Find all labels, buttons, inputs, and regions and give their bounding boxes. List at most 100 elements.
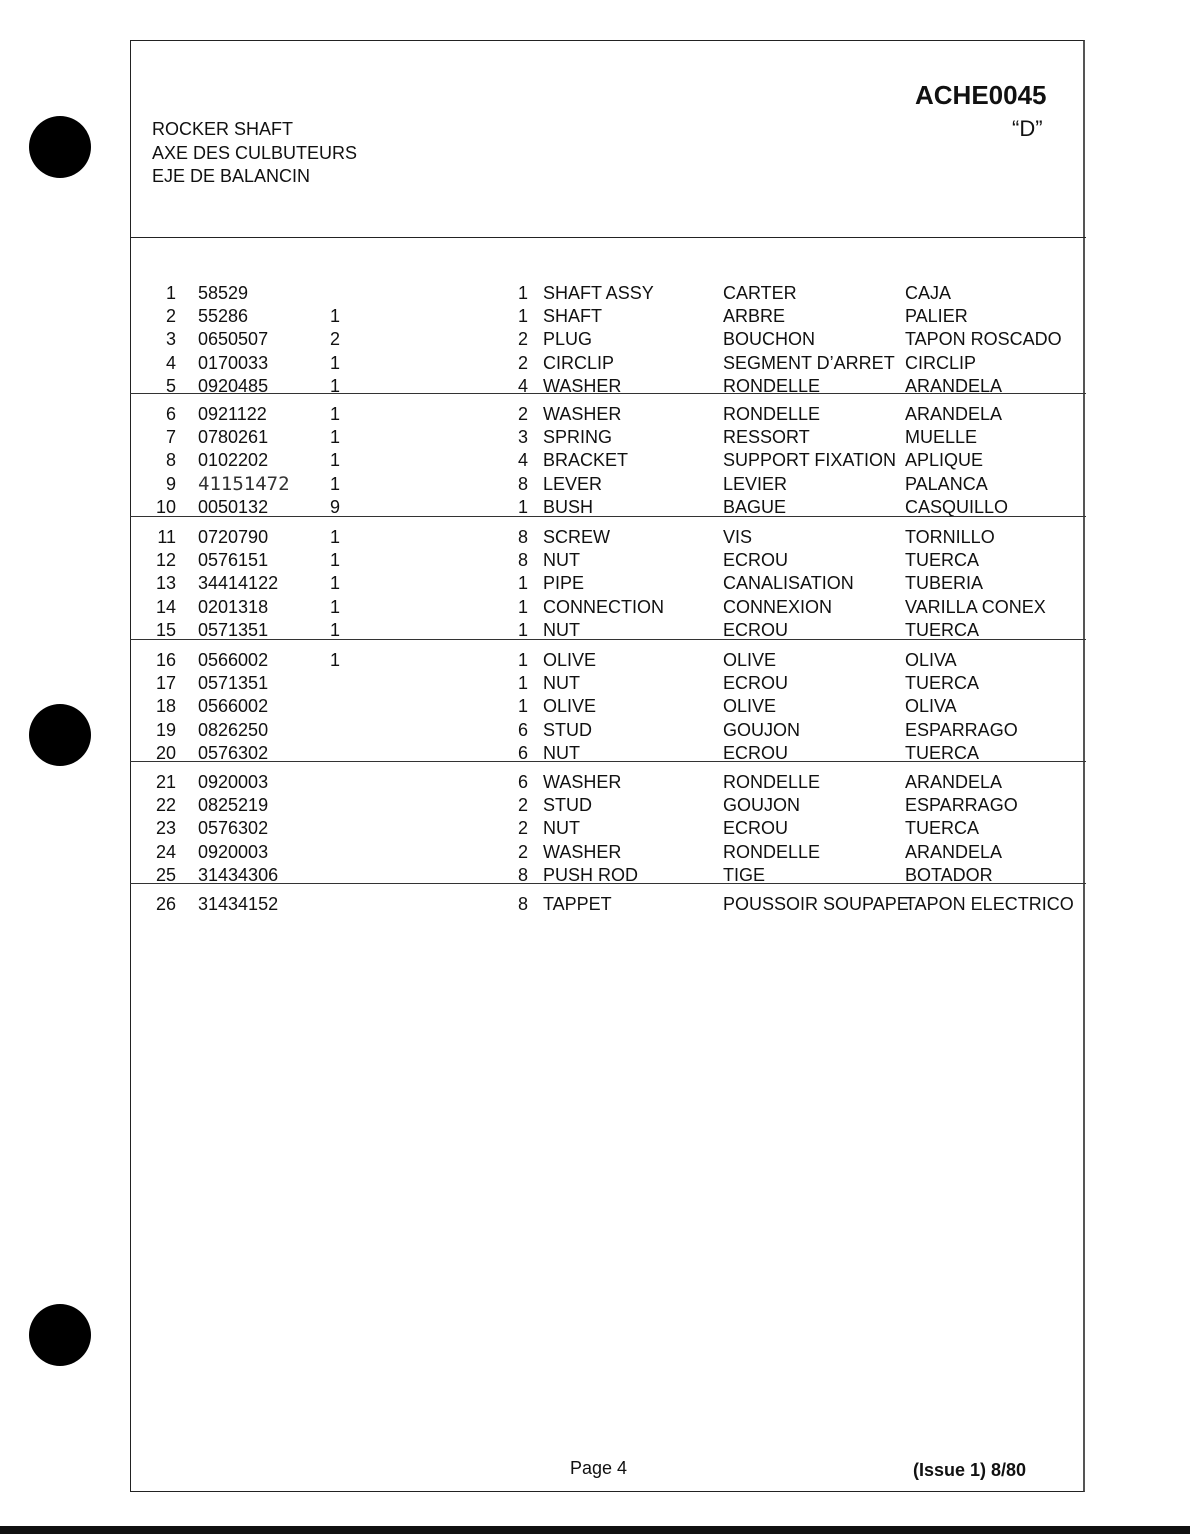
cell-part: 0201318 — [198, 596, 269, 617]
cell-q1: 2 — [330, 329, 341, 350]
cell-en: NUT — [543, 619, 580, 640]
cell-en: WASHER — [543, 375, 622, 396]
cell-num: 25 — [155, 864, 176, 885]
cell-q2: 4 — [517, 450, 528, 471]
cell-q2: 1 — [517, 673, 528, 694]
group-separator — [130, 639, 1086, 640]
cell-es: CAJA — [905, 283, 952, 303]
cell-es: ARANDELA — [905, 772, 1003, 792]
cell-num: 14 — [155, 596, 176, 617]
cell-en: NUT — [543, 818, 580, 839]
cell-fr: BAGUE — [723, 496, 787, 517]
cell-fr: RESSORT — [723, 427, 810, 448]
cell-es: OLIVA — [905, 650, 957, 670]
cell-num: 11 — [157, 527, 176, 547]
cell-fr: SUPPORT FIXATION — [723, 450, 897, 471]
cell-fr: POUSSOIR SOUPAPE — [723, 894, 909, 914]
cell-fr: BOUCHON — [723, 329, 816, 350]
cell-fr: CANALISATION — [723, 573, 854, 594]
cell-part: 0566002 — [198, 650, 269, 670]
cell-num: 7 — [165, 427, 176, 448]
cell-part: 0720790 — [198, 527, 269, 547]
cell-fr: RONDELLE — [723, 404, 821, 424]
cell-q2: 2 — [517, 404, 528, 424]
cell-en: NUT — [543, 550, 580, 571]
cell-es: ARANDELA — [905, 841, 1003, 862]
cell-q1: 1 — [330, 375, 341, 396]
variant-label: “D” — [1012, 116, 1043, 141]
cell-q2: 3 — [517, 427, 528, 448]
cell-fr: ECROU — [723, 550, 789, 571]
cell-num: 23 — [155, 818, 176, 839]
punch-hole-icon — [29, 116, 91, 178]
cell-es: OLIVA — [905, 696, 957, 717]
cell-en: BUSH — [543, 496, 594, 517]
cell-num: 10 — [155, 496, 176, 517]
cell-q2: 1 — [517, 650, 528, 670]
cell-en: STUD — [543, 719, 592, 740]
cell-q2: 1 — [517, 496, 528, 517]
cell-num: 4 — [165, 352, 176, 373]
cell-q2: 1 — [517, 306, 528, 327]
cell-q2: 8 — [517, 864, 528, 885]
cell-num: 2 — [165, 306, 176, 327]
cell-part: 0576151 — [198, 550, 269, 571]
cell-q2: 8 — [517, 894, 528, 914]
cell-en: SHAFT ASSY — [543, 283, 654, 303]
cell-part: 0102202 — [198, 450, 269, 471]
cell-q2: 8 — [517, 527, 528, 547]
cell-en: NUT — [543, 673, 580, 694]
issue-date: (Issue 1) 8/80 — [913, 1460, 1027, 1480]
cell-num: 20 — [155, 742, 176, 763]
cell-es: TAPON ROSCADO — [905, 329, 1062, 350]
cell-num: 18 — [155, 696, 176, 717]
cell-en: SPRING — [543, 427, 613, 448]
cell-part: 0825219 — [198, 795, 269, 816]
cell-part: 0050132 — [198, 496, 269, 517]
cell-part: 31434152 — [198, 894, 279, 914]
cell-es: TUERCA — [905, 619, 980, 640]
cell-part: 0576302 — [198, 742, 269, 763]
punch-hole-icon — [29, 704, 91, 766]
cell-fr: OLIVE — [723, 650, 777, 670]
title-english: ROCKER SHAFT — [152, 119, 294, 139]
cell-part: 31434306 — [198, 864, 279, 885]
cell-fr: GOUJON — [723, 795, 801, 816]
cell-part: 0780261 — [198, 427, 269, 448]
cell-part: 41151472 — [198, 472, 290, 495]
page-border — [130, 40, 1085, 1492]
cell-q1: 1 — [330, 352, 341, 373]
cell-part: 0571351 — [198, 619, 269, 640]
group-separator — [130, 393, 1086, 394]
cell-num: 22 — [155, 795, 176, 816]
cell-part: 55286 — [198, 306, 249, 327]
cell-es: TUERCA — [905, 673, 980, 694]
cell-q1: 1 — [330, 650, 341, 670]
cell-q2: 1 — [517, 696, 528, 717]
cell-fr: ECROU — [723, 673, 789, 694]
cell-es: TUERCA — [905, 742, 980, 763]
cell-q2: 6 — [517, 742, 528, 763]
cell-fr: CARTER — [723, 283, 797, 303]
cell-num: 26 — [155, 894, 176, 914]
cell-en: PUSH ROD — [543, 864, 639, 885]
document-titles: ROCKER SHAFT AXE DES CULBUTEURS EJE DE B… — [152, 118, 357, 189]
cell-q2: 1 — [517, 283, 528, 303]
cell-es: PALIER — [905, 306, 968, 327]
cell-part: 0826250 — [198, 719, 269, 740]
cell-en: PIPE — [543, 573, 585, 594]
cell-q1: 1 — [330, 450, 341, 471]
cell-en: CIRCLIP — [543, 352, 615, 373]
cell-q2: 6 — [517, 772, 528, 792]
cell-q2: 1 — [517, 596, 528, 617]
document-code: ACHE0045 — [915, 80, 1047, 110]
cell-es: ARANDELA — [905, 375, 1003, 396]
cell-es: ARANDELA — [905, 404, 1003, 424]
cell-num: 9 — [165, 473, 176, 494]
cell-q2: 2 — [517, 818, 528, 839]
cell-q1: 1 — [330, 619, 341, 640]
cell-q1: 1 — [330, 550, 341, 571]
cell-es: TUERCA — [905, 550, 980, 571]
title-french: AXE DES CULBUTEURS — [152, 142, 358, 163]
cell-en: TAPPET — [543, 894, 612, 914]
